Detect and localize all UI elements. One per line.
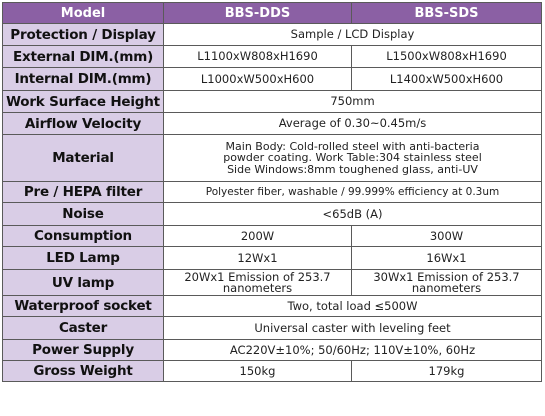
material-line-3: Side Windows:8mm toughened glass, anti-U…: [227, 162, 478, 176]
uv-b-line-2: nanometers: [411, 280, 482, 295]
row-value-a: 20Wx1 Emission of 253.7 nanometers: [163, 269, 352, 296]
row-socket: Waterproof socket Two, total load ≤500W: [2, 295, 542, 317]
row-value-b: 179kg: [351, 360, 542, 382]
uv-a-line-1: 20Wx1 Emission of 253.7: [184, 269, 331, 284]
row-value-b: 300W: [351, 225, 542, 247]
row-value-b: L1500xW808xH1690: [351, 45, 542, 68]
row-label: Waterproof socket: [2, 295, 164, 317]
row-noise: Noise <65dB (A): [2, 202, 542, 226]
row-label: Airflow Velocity: [2, 112, 164, 135]
row-value: Universal caster with leveling feet: [163, 316, 542, 340]
row-filter: Pre / HEPA filter Polyester fiber, washa…: [2, 181, 542, 203]
row-value-a: 12Wx1: [163, 246, 352, 270]
row-value-b: L1400xW500xH600: [351, 67, 542, 91]
row-value-a: L1000xW500xH600: [163, 67, 352, 91]
row-label: Gross Weight: [2, 360, 164, 382]
uv-b-line-1: 30Wx1 Emission of 253.7: [373, 269, 520, 284]
row-led: LED Lamp 12Wx1 16Wx1: [2, 246, 542, 270]
row-label: Protection / Display: [2, 23, 164, 46]
row-label: UV lamp: [2, 269, 164, 296]
row-label: LED Lamp: [2, 246, 164, 270]
row-label: Work Surface Height: [2, 90, 164, 113]
header-model: Model: [2, 2, 164, 24]
header-col-b: BBS-SDS: [351, 2, 542, 24]
row-value: 750mm: [163, 90, 542, 113]
row-airflow: Airflow Velocity Average of 0.30~0.45m/s: [2, 112, 542, 135]
row-value-a: L1100xW808xH1690: [163, 45, 352, 68]
row-label: External DIM.(mm): [2, 45, 164, 68]
row-label: Material: [2, 134, 164, 182]
row-value: Polyester fiber, washable / 99.999% effi…: [163, 181, 542, 203]
row-uv: UV lamp 20Wx1 Emission of 253.7 nanomete…: [2, 269, 542, 296]
row-label: Caster: [2, 316, 164, 340]
row-value: <65dB (A): [163, 202, 542, 226]
row-label: Power Supply: [2, 339, 164, 361]
row-value-a: 150kg: [163, 360, 352, 382]
row-label: Internal DIM.(mm): [2, 67, 164, 91]
row-label: Noise: [2, 202, 164, 226]
row-value: Main Body: Cold-rolled steel with anti-b…: [163, 134, 542, 182]
row-material: Material Main Body: Cold-rolled steel wi…: [2, 134, 542, 182]
row-value: Sample / LCD Display: [163, 23, 542, 46]
row-caster: Caster Universal caster with leveling fe…: [2, 316, 542, 340]
row-label: Consumption: [2, 225, 164, 247]
row-work-height: Work Surface Height 750mm: [2, 90, 542, 113]
row-power: Power Supply AC220V±10%; 50/60Hz; 110V±1…: [2, 339, 542, 361]
row-protection: Protection / Display Sample / LCD Displa…: [2, 23, 542, 46]
row-value: Two, total load ≤500W: [163, 295, 542, 317]
row-internal: Internal DIM.(mm) L1000xW500xH600 L1400x…: [2, 67, 542, 91]
row-weight: Gross Weight 150kg 179kg: [2, 360, 542, 382]
row-label: Pre / HEPA filter: [2, 181, 164, 203]
row-value: Average of 0.30~0.45m/s: [163, 112, 542, 135]
header-col-a: BBS-DDS: [163, 2, 352, 24]
uv-a-line-2: nanometers: [222, 280, 293, 295]
header-row: Model BBS-DDS BBS-SDS: [2, 2, 542, 24]
material-line-1: Main Body: Cold-rolled steel with anti-b…: [225, 139, 480, 153]
spec-table: Model BBS-DDS BBS-SDS Protection / Displ…: [2, 2, 542, 382]
row-consumption: Consumption 200W 300W: [2, 225, 542, 247]
row-value: AC220V±10%; 50/60Hz; 110V±10%, 60Hz: [163, 339, 542, 361]
row-value-b: 16Wx1: [351, 246, 542, 270]
row-value-b: 30Wx1 Emission of 253.7 nanometers: [351, 269, 542, 296]
material-line-2: powder coating. Work Table:304 stainless…: [223, 151, 482, 165]
row-external: External DIM.(mm) L1100xW808xH1690 L1500…: [2, 45, 542, 68]
row-value-a: 200W: [163, 225, 352, 247]
